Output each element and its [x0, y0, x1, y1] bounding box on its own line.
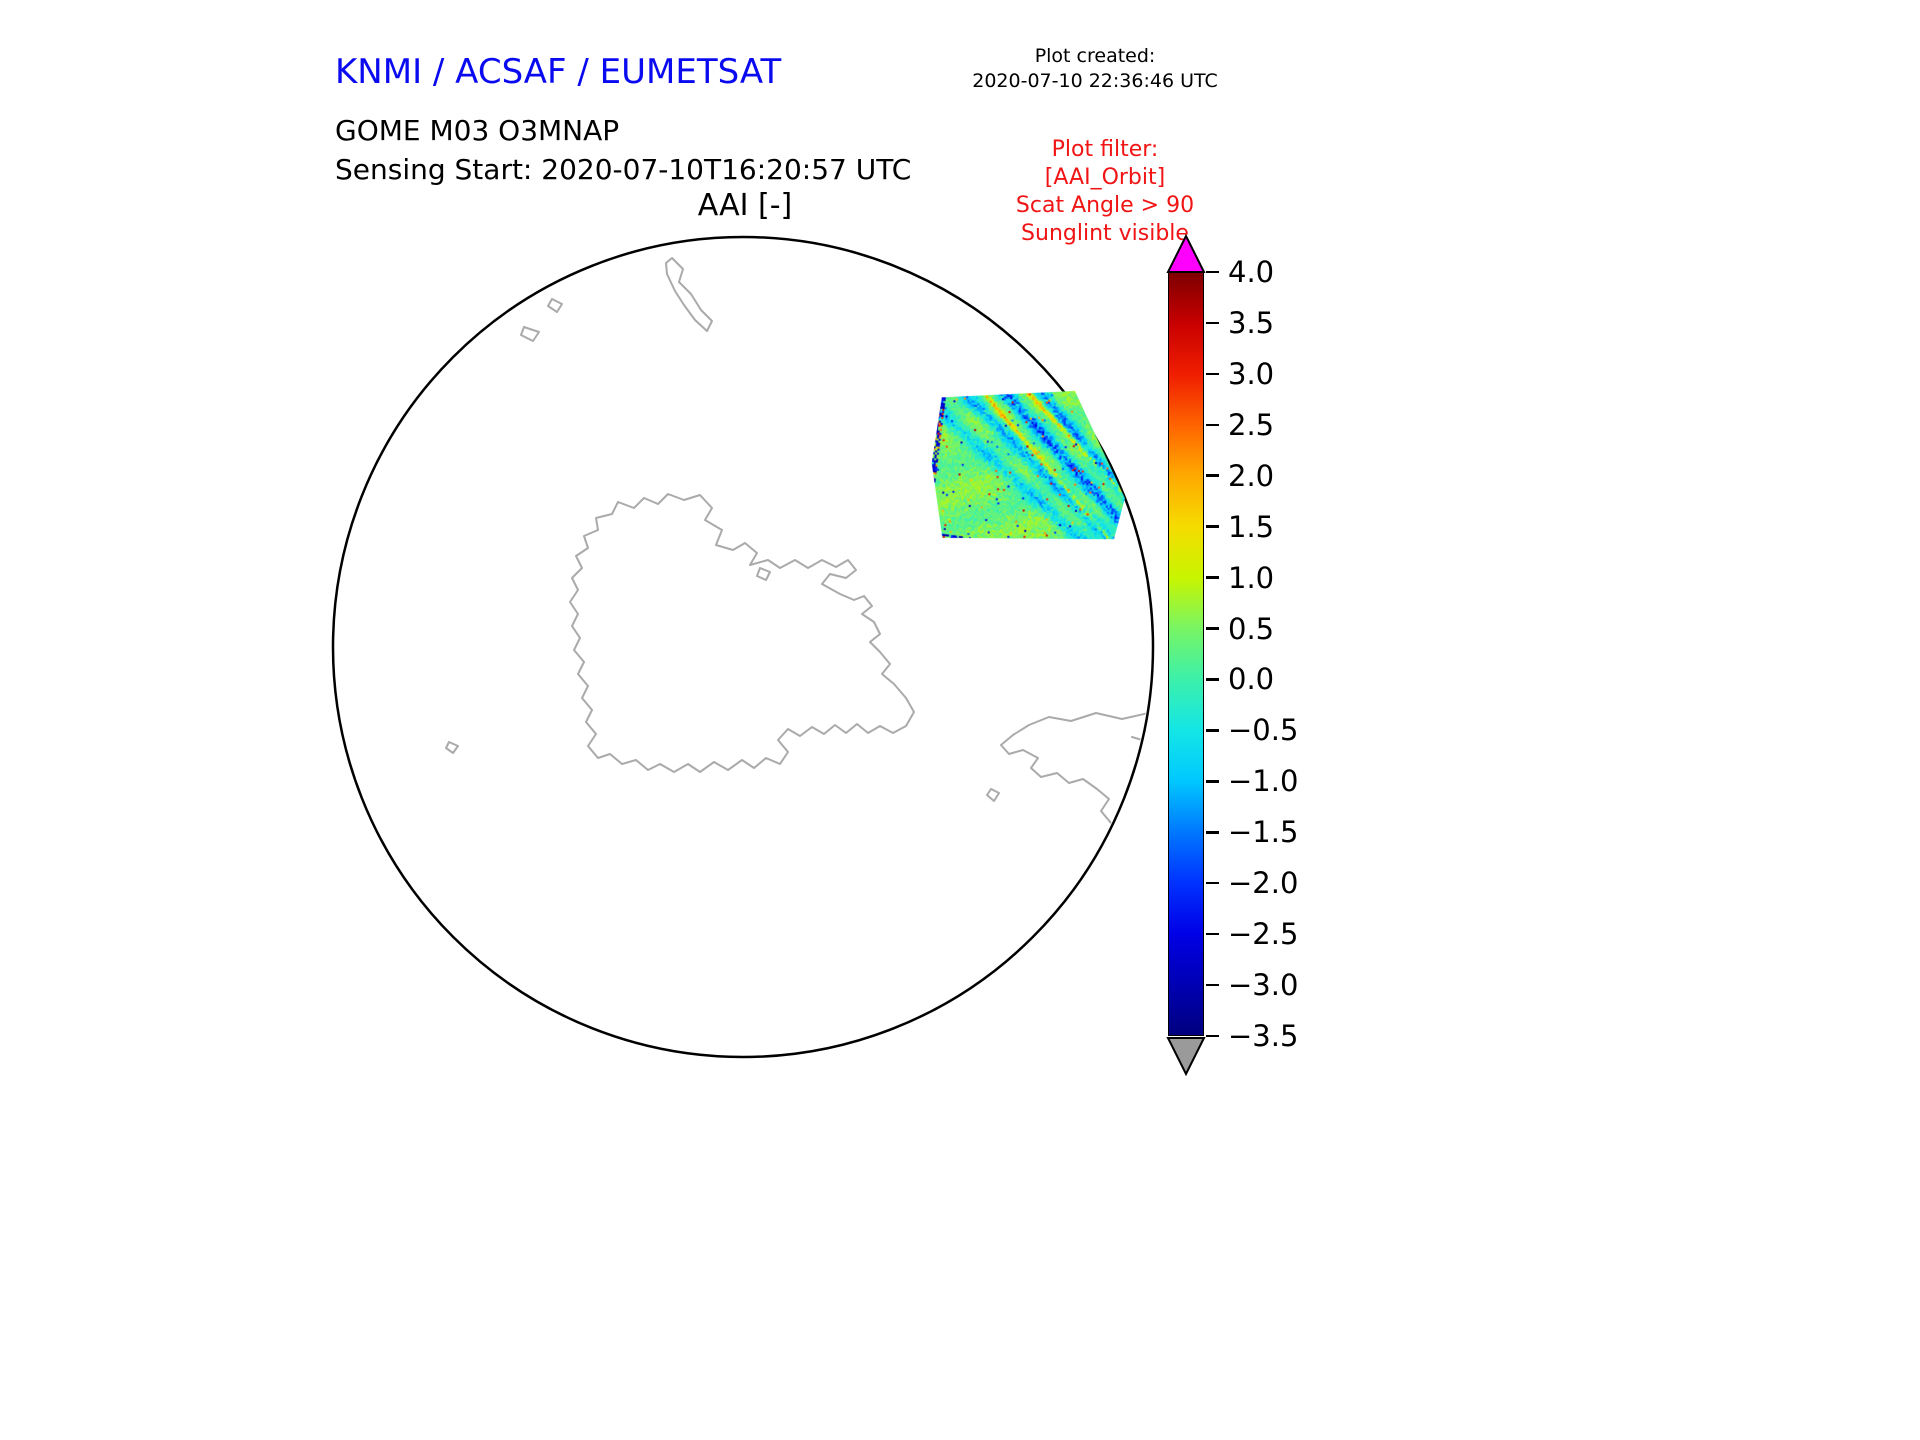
colorbar-tick-label: −1.0 [1228, 764, 1299, 799]
colorbar [1168, 272, 1204, 1036]
colorbar-tick [1206, 321, 1219, 325]
colorbar-tick [1206, 729, 1219, 732]
colorbar-ticks: 4.0 3.5 3.0 2.5 2.0 1.5 1.0 0.5 0.0 −0.5 −1.0 −1.5 −… [1204, 255, 1404, 1053]
plot-filter-line: Sunglint visible [1021, 221, 1189, 246]
colorbar-tick [1206, 270, 1219, 274]
plot-created-label: Plot created: [1034, 45, 1156, 67]
map-title: AAI [-] [697, 188, 793, 223]
colorbar-tick [1206, 932, 1219, 936]
colorbar-tick-label: 2.0 [1228, 458, 1275, 493]
plot-filter: Plot filter: [AAI_Orbit] Scat Angle > 90… [950, 136, 1260, 248]
colorbar-tick-label: 2.5 [1228, 407, 1275, 442]
colorbar-tick-label: 3.5 [1228, 305, 1275, 340]
colorbar-tick-label: −0.5 [1228, 713, 1299, 748]
coastline-island [986, 788, 1000, 802]
coastline-antarctica [569, 493, 915, 773]
sensing-start: Sensing Start: 2020-07-10T16:20:57 UTC [335, 153, 912, 186]
colorbar-under-arrow [1166, 1037, 1206, 1076]
plot-created-timestamp: 2020-07-10 22:36:46 UTC [972, 70, 1218, 92]
colorbar-tick-label: 1.0 [1228, 560, 1275, 595]
header-title: KNMI / ACSAF / EUMETSAT [335, 52, 782, 92]
colorbar-tick [1206, 881, 1219, 885]
colorbar-tick-label: 3.0 [1228, 356, 1275, 391]
coastline-island [756, 567, 771, 581]
colorbar-tick-label: 0.5 [1228, 611, 1275, 646]
colorbar-tick [1206, 423, 1219, 427]
colorbar-tick-label: 4.0 [1228, 255, 1275, 289]
plot-filter-line: [AAI_Orbit] [1044, 165, 1166, 190]
colorbar-tick [1206, 627, 1219, 630]
colorbar-tick-label: −3.0 [1228, 968, 1299, 1003]
plot-filter-line: Scat Angle > 90 [1015, 193, 1195, 218]
product-name: GOME M03 O3MNAP [335, 114, 620, 147]
colorbar-tick [1206, 983, 1219, 987]
coastline-island [665, 257, 713, 332]
map-boundary-circle [331, 235, 1155, 1059]
plot-filter-line: Plot filter: [1051, 137, 1159, 162]
colorbar-tick [1206, 831, 1219, 834]
colorbar-tick [1206, 678, 1219, 681]
colorbar-tick [1206, 576, 1219, 579]
colorbar-tick [1206, 474, 1219, 477]
plot-created: Plot created: 2020-07-10 22:36:46 UTC [920, 44, 1270, 94]
coastline-island [547, 298, 563, 313]
colorbar-tick [1206, 780, 1219, 783]
colorbar-tick-label: −2.0 [1228, 866, 1299, 901]
colorbar-tick [1206, 525, 1219, 528]
coastline-island [520, 326, 540, 342]
colorbar-over-arrow [1166, 234, 1206, 273]
colorbar-tick-label: 1.5 [1228, 509, 1275, 544]
colorbar-tick-label: −1.5 [1228, 815, 1299, 850]
colorbar-tick-label: −2.5 [1228, 917, 1299, 952]
colorbar-tick [1206, 372, 1219, 376]
coastline-island [445, 741, 459, 754]
colorbar-tick-label: 0.0 [1228, 662, 1275, 697]
colorbar-tick-label: −3.5 [1228, 1019, 1299, 1053]
colorbar-tick [1206, 1034, 1219, 1038]
coastline-island [474, 308, 490, 323]
